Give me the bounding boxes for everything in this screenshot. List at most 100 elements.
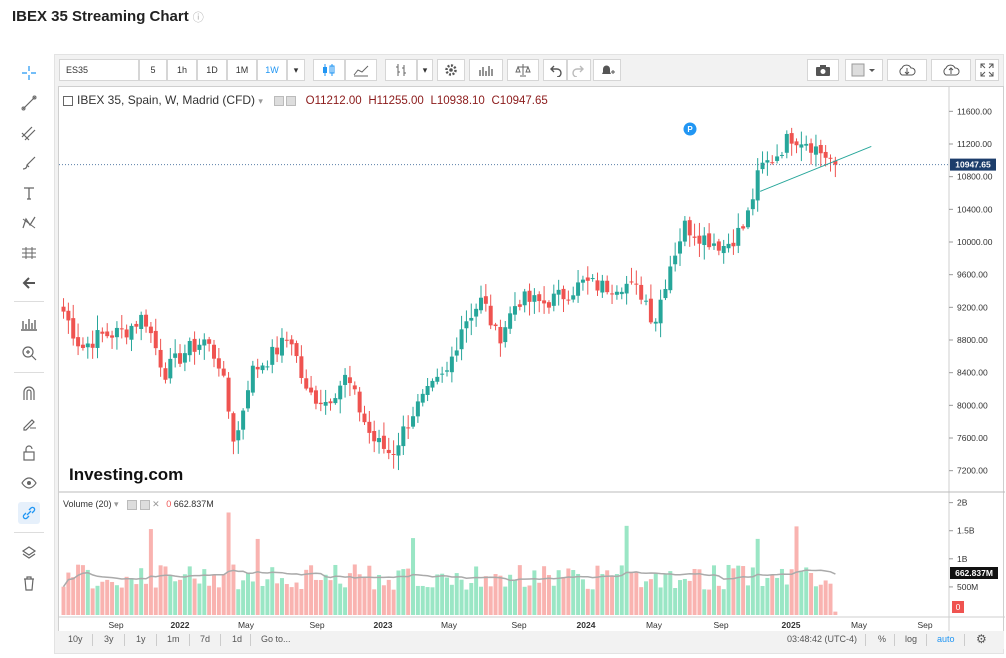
volume-bar xyxy=(289,587,294,615)
candle-body xyxy=(415,401,420,417)
volume-bar xyxy=(148,529,153,615)
interval-1m[interactable]: 1M xyxy=(227,59,257,81)
price-tick-label: 7600.00 xyxy=(957,433,988,443)
bars-chart-icon[interactable] xyxy=(385,59,417,81)
volume-bar xyxy=(61,586,66,615)
volume-settings-icon[interactable] xyxy=(127,499,138,510)
save-cloud-icon[interactable] xyxy=(931,59,971,81)
volume-bar xyxy=(542,566,547,615)
interval-1d[interactable]: 1D xyxy=(197,59,227,81)
legend-symbol-name[interactable]: IBEX 35, Spain, W, Madrid (CFD) xyxy=(77,93,256,107)
candle-body xyxy=(527,290,532,302)
chart-pane[interactable]: 11600.00 11200.00 10800.00 10400.00 10000.00… xyxy=(58,86,1005,633)
back-arrow-icon[interactable] xyxy=(18,272,40,294)
scale-settings-gear-icon[interactable]: ⚙ xyxy=(976,632,987,646)
alert-bell-icon[interactable] xyxy=(593,59,621,81)
candle-body xyxy=(100,331,105,334)
interval-1w[interactable]: 1W xyxy=(257,59,287,81)
legend-settings-icon[interactable] xyxy=(274,95,285,106)
collapse-legend-icon[interactable] xyxy=(63,95,73,106)
unlock-icon[interactable] xyxy=(18,442,40,464)
legend-open: O11212.00 xyxy=(305,95,362,107)
chart-type-dropdown-chevron-icon[interactable]: ▾ xyxy=(417,59,433,81)
redo-icon[interactable] xyxy=(567,59,591,81)
price-chart-svg[interactable]: 11600.00 11200.00 10800.00 10400.00 10000.00… xyxy=(59,87,1005,633)
volume-bar xyxy=(255,538,260,615)
load-cloud-icon[interactable] xyxy=(887,59,927,81)
pattern-tool-icon[interactable] xyxy=(18,212,40,234)
crosshair-icon[interactable] xyxy=(18,62,40,84)
candle-body xyxy=(508,313,513,329)
candle-body xyxy=(488,305,493,326)
candle-body xyxy=(90,343,95,348)
candle-body xyxy=(294,343,299,357)
theme-select[interactable] xyxy=(845,59,883,81)
info-icon[interactable]: ⓘ xyxy=(192,12,204,24)
link-icon[interactable] xyxy=(18,502,40,524)
range-1d[interactable]: 1d xyxy=(232,634,243,644)
svg-text:P: P xyxy=(687,125,693,134)
range-1y[interactable]: 1y xyxy=(136,634,146,644)
fib-tool-icon[interactable] xyxy=(18,122,40,144)
text-tool-icon[interactable] xyxy=(18,182,40,204)
compare-scale-icon[interactable] xyxy=(507,59,539,81)
candle-body xyxy=(653,321,658,324)
candle-body xyxy=(343,374,348,385)
interval-1h[interactable]: 1h xyxy=(167,59,197,81)
volume-bar xyxy=(828,583,833,615)
range-7d[interactable]: 7d xyxy=(200,634,211,644)
snapshot-camera-icon[interactable] xyxy=(807,59,839,81)
volume-bar xyxy=(498,575,503,615)
page-title-text: IBEX 35 Streaming Chart xyxy=(12,8,189,25)
candle-body xyxy=(469,317,474,321)
candle-body xyxy=(386,449,391,454)
zoom-in-icon[interactable] xyxy=(18,342,40,364)
settings-gear-icon[interactable] xyxy=(437,59,465,81)
range-1m[interactable]: 1m xyxy=(167,634,180,644)
symbol-search-input[interactable]: ES35 xyxy=(59,59,139,81)
candles-chart-type-icon[interactable] xyxy=(313,59,345,81)
range-3y[interactable]: 3y xyxy=(104,634,114,644)
trash-icon[interactable] xyxy=(18,572,40,594)
volume-bar xyxy=(139,568,144,615)
magnet-icon[interactable] xyxy=(18,382,40,404)
indicators-icon[interactable] xyxy=(469,59,503,81)
percent-scale-toggle[interactable]: % xyxy=(878,634,887,644)
layers-icon[interactable] xyxy=(18,542,40,564)
auto-scale-toggle[interactable]: auto xyxy=(937,634,955,644)
volume-bar xyxy=(367,565,372,615)
legend-dropdown-chevron-icon[interactable]: ▾ xyxy=(258,96,263,106)
interval-dropdown-chevron-icon[interactable]: ▾ xyxy=(287,59,305,81)
fullscreen-icon[interactable] xyxy=(975,59,999,81)
volume-close-icon[interactable]: ✕ xyxy=(152,499,160,509)
clock-timezone[interactable]: 03:48:42 (UTC-4) xyxy=(787,634,858,644)
volume-bar xyxy=(760,586,765,615)
prediction-tool-icon[interactable] xyxy=(18,242,40,264)
brush-icon[interactable] xyxy=(18,152,40,174)
log-scale-toggle[interactable]: log xyxy=(905,634,918,644)
candle-body xyxy=(595,280,600,291)
range-10y[interactable]: 10y xyxy=(68,634,83,644)
measure-icon[interactable] xyxy=(18,312,40,334)
volume-bar xyxy=(328,580,333,615)
area-chart-icon[interactable] xyxy=(345,59,377,81)
volume-bar xyxy=(134,584,139,615)
candle-body xyxy=(498,326,503,344)
undo-icon[interactable] xyxy=(543,59,567,81)
price-tick-label: 10000.00 xyxy=(957,237,993,247)
volume-bar xyxy=(270,567,275,615)
legend-hide-icon[interactable] xyxy=(286,95,297,106)
interval-5[interactable]: 5 xyxy=(139,59,167,81)
volume-dropdown-chevron-icon[interactable]: ▾ xyxy=(114,499,119,509)
volume-indicator-name[interactable]: Volume (20) xyxy=(63,499,112,509)
go-to-date-button[interactable]: Go to... xyxy=(261,634,291,644)
volume-hide-icon[interactable] xyxy=(139,499,150,510)
trend-line-icon[interactable] xyxy=(18,92,40,114)
marker-badge[interactable]: P xyxy=(683,122,697,136)
lock-drawing-pencil-icon[interactable] xyxy=(18,412,40,434)
volume-bar xyxy=(168,574,173,615)
candle-body xyxy=(381,435,386,449)
volume-tick-label: 500M xyxy=(957,582,978,592)
eye-icon[interactable] xyxy=(18,472,40,494)
candle-body xyxy=(377,438,382,443)
